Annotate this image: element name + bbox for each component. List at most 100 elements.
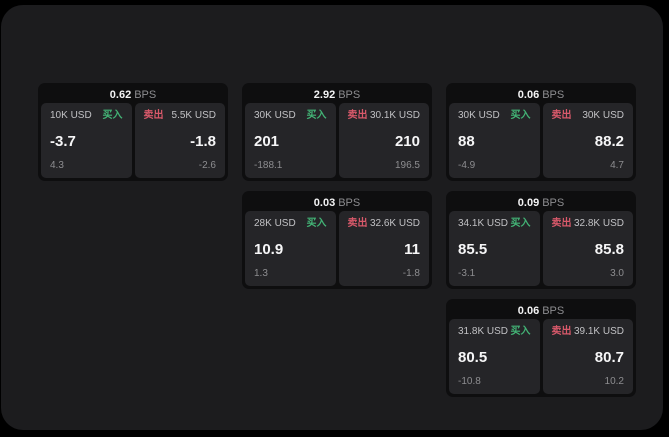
quote-card[interactable]: 0.62 BPS 10K USD 买入 -3.7 4.3 卖出 5.5K USD…: [38, 83, 228, 181]
buy-delta: -188.1: [254, 160, 283, 171]
sell-delta: 10.2: [604, 376, 624, 387]
buy-price: 201: [254, 132, 280, 150]
sell-amount: 32.6K USD: [369, 218, 420, 229]
quote-card[interactable]: 0.06 BPS 31.8K USD 买入 80.5 -10.8 卖出 39.1…: [446, 299, 636, 397]
buy-panel-header: 30K USD 买入: [458, 110, 531, 122]
sell-price: 88.2: [594, 132, 624, 150]
quote-card-body: 28K USD 买入 10.9 1.3 卖出 32.6K USD 11 -1.8: [245, 211, 429, 286]
sell-price: 210: [394, 132, 420, 150]
bps-value: 0.06: [517, 304, 540, 317]
main-panel: 0.62 BPS 10K USD 买入 -3.7 4.3 卖出 5.5K USD…: [1, 5, 663, 430]
buy-panel[interactable]: 28K USD 买入 10.9 1.3: [245, 211, 336, 286]
sell-panel[interactable]: 卖出 30K USD 88.2 4.7: [542, 103, 633, 178]
quote-card-body: 31.8K USD 买入 80.5 -10.8 卖出 39.1K USD 80.…: [449, 319, 633, 394]
buy-price: 85.5: [458, 240, 488, 258]
bps-unit-label: BPS: [542, 88, 565, 101]
sell-delta: 3.0: [610, 268, 624, 279]
buy-side-label: 买入: [510, 326, 531, 337]
buy-delta: -10.8: [458, 376, 481, 387]
buy-panel-header: 28K USD 买入: [254, 218, 327, 230]
sell-amount: 30K USD: [582, 110, 624, 121]
sell-panel-header: 卖出 30K USD: [552, 110, 625, 122]
bps-header: 2.92 BPS: [245, 86, 429, 103]
buy-side-label: 买入: [510, 110, 531, 121]
sell-amount: 5.5K USD: [171, 110, 216, 121]
buy-delta: 4.3: [50, 160, 64, 171]
sell-price: 80.7: [594, 348, 624, 366]
buy-price: 88: [458, 132, 475, 150]
sell-panel-header: 卖出 32.8K USD: [552, 218, 625, 230]
buy-amount: 34.1K USD: [458, 218, 509, 229]
buy-amount: 28K USD: [254, 218, 296, 229]
buy-side-label: 买入: [306, 110, 327, 121]
quote-card[interactable]: 0.06 BPS 30K USD 买入 88 -4.9 卖出 30K USD 8…: [446, 83, 636, 181]
sell-panel[interactable]: 卖出 39.1K USD 80.7 10.2: [542, 319, 633, 394]
sell-panel[interactable]: 卖出 32.8K USD 85.8 3.0: [542, 211, 633, 286]
sell-price: 85.8: [594, 240, 624, 258]
bps-unit-label: BPS: [134, 88, 157, 101]
bps-header: 0.09 BPS: [449, 194, 633, 211]
bps-value: 0.06: [517, 88, 540, 101]
sell-panel[interactable]: 卖出 32.6K USD 11 -1.8: [338, 211, 429, 286]
buy-price: 80.5: [458, 348, 488, 366]
quotes-grid: 0.62 BPS 10K USD 买入 -3.7 4.3 卖出 5.5K USD…: [38, 83, 636, 397]
sell-side-label: 卖出: [347, 218, 368, 229]
quote-card[interactable]: 0.03 BPS 28K USD 买入 10.9 1.3 卖出 32.6K US…: [242, 191, 432, 289]
sell-amount: 30.1K USD: [369, 110, 420, 121]
buy-side-label: 买入: [510, 218, 531, 229]
sell-side-label: 卖出: [551, 110, 572, 121]
quote-card-body: 30K USD 买入 88 -4.9 卖出 30K USD 88.2 4.7: [449, 103, 633, 178]
bps-value: 2.92: [313, 88, 336, 101]
bps-header: 0.06 BPS: [449, 302, 633, 319]
bps-unit-label: BPS: [338, 196, 361, 209]
sell-side-label: 卖出: [551, 218, 572, 229]
sell-amount: 39.1K USD: [573, 326, 624, 337]
sell-side-label: 卖出: [347, 110, 368, 121]
sell-delta: -2.6: [198, 160, 216, 171]
quote-card[interactable]: 0.09 BPS 34.1K USD 买入 85.5 -3.1 卖出 32.8K…: [446, 191, 636, 289]
buy-panel[interactable]: 31.8K USD 买入 80.5 -10.8: [449, 319, 540, 394]
bps-unit-label: BPS: [542, 196, 565, 209]
bps-value: 0.03: [313, 196, 336, 209]
buy-side-label: 买入: [306, 218, 327, 229]
buy-panel-header: 30K USD 买入: [254, 110, 327, 122]
buy-panel-header: 10K USD 买入: [50, 110, 123, 122]
buy-amount: 30K USD: [254, 110, 296, 121]
buy-panel-header: 34.1K USD 买入: [458, 218, 531, 230]
sell-price: 11: [404, 240, 420, 258]
bps-header: 0.03 BPS: [245, 194, 429, 211]
buy-delta: -3.1: [458, 268, 476, 279]
sell-panel-header: 卖出 5.5K USD: [144, 110, 217, 122]
quote-card-body: 10K USD 买入 -3.7 4.3 卖出 5.5K USD -1.8 -2.…: [41, 103, 225, 178]
sell-delta: 4.7: [610, 160, 624, 171]
buy-price: -3.7: [50, 132, 76, 150]
buy-side-label: 买入: [102, 110, 123, 121]
bps-value: 0.09: [517, 196, 540, 209]
buy-delta: -4.9: [458, 160, 476, 171]
buy-panel[interactable]: 30K USD 买入 88 -4.9: [449, 103, 540, 178]
buy-panel[interactable]: 34.1K USD 买入 85.5 -3.1: [449, 211, 540, 286]
quote-card[interactable]: 2.92 BPS 30K USD 买入 201 -188.1 卖出 30.1K …: [242, 83, 432, 181]
quote-card-body: 34.1K USD 买入 85.5 -3.1 卖出 32.8K USD 85.8…: [449, 211, 633, 286]
buy-panel-header: 31.8K USD 买入: [458, 326, 531, 338]
sell-amount: 32.8K USD: [573, 218, 624, 229]
bps-unit-label: BPS: [338, 88, 361, 101]
buy-amount: 10K USD: [50, 110, 92, 121]
buy-delta: 1.3: [254, 268, 268, 279]
sell-delta: -1.8: [402, 268, 420, 279]
sell-panel[interactable]: 卖出 5.5K USD -1.8 -2.6: [134, 103, 225, 178]
sell-panel[interactable]: 卖出 30.1K USD 210 196.5: [338, 103, 429, 178]
buy-price: 10.9: [254, 240, 284, 258]
buy-panel[interactable]: 10K USD 买入 -3.7 4.3: [41, 103, 132, 178]
buy-panel[interactable]: 30K USD 买入 201 -188.1: [245, 103, 336, 178]
bps-header: 0.62 BPS: [41, 86, 225, 103]
bps-header: 0.06 BPS: [449, 86, 633, 103]
quote-card-body: 30K USD 买入 201 -188.1 卖出 30.1K USD 210 1…: [245, 103, 429, 178]
sell-price: -1.8: [190, 132, 216, 150]
sell-side-label: 卖出: [143, 110, 164, 121]
sell-side-label: 卖出: [551, 326, 572, 337]
bps-value: 0.62: [109, 88, 132, 101]
bps-unit-label: BPS: [542, 304, 565, 317]
buy-amount: 31.8K USD: [458, 326, 509, 337]
sell-delta: 196.5: [394, 160, 420, 171]
